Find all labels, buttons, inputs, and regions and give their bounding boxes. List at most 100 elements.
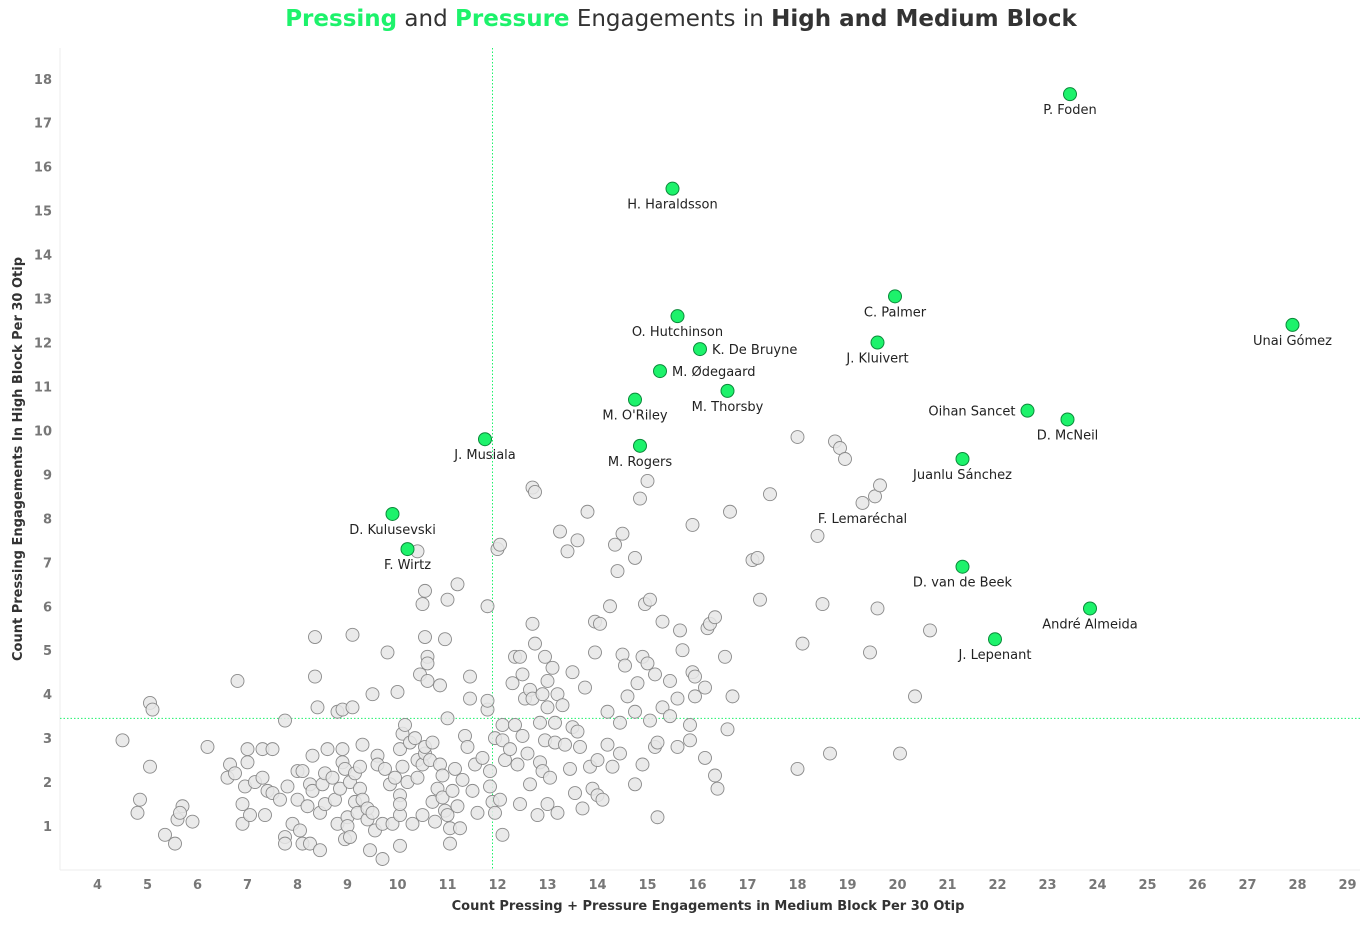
x-tick-label: 14 bbox=[588, 878, 606, 893]
player-point bbox=[453, 821, 467, 836]
player-point bbox=[415, 808, 430, 823]
player-point bbox=[363, 843, 377, 858]
x-tick-label: 27 bbox=[1238, 878, 1256, 893]
y-tick-label: 8 bbox=[43, 512, 52, 527]
player-point bbox=[565, 665, 580, 680]
player-point bbox=[420, 656, 435, 671]
chart-title: Pressing and Pressure Engagements in Hig… bbox=[285, 6, 1077, 32]
x-tick-label: 8 bbox=[293, 878, 302, 893]
player-point bbox=[235, 816, 250, 831]
player-point bbox=[493, 537, 507, 552]
player-point bbox=[408, 731, 422, 746]
player-point bbox=[720, 722, 735, 737]
player-point bbox=[440, 711, 455, 726]
player-point bbox=[303, 836, 317, 851]
player-point bbox=[418, 630, 432, 644]
player-label: M. O'Riley bbox=[602, 409, 668, 424]
reference-lines bbox=[60, 48, 1360, 870]
player-point bbox=[343, 830, 357, 844]
x-tick-label: 13 bbox=[538, 878, 556, 893]
player-point bbox=[440, 808, 455, 823]
player-point bbox=[493, 792, 507, 807]
player-point bbox=[428, 814, 442, 829]
player-point bbox=[923, 623, 937, 638]
player-point bbox=[613, 715, 627, 730]
x-tick-label: 25 bbox=[1138, 878, 1156, 893]
player-point bbox=[308, 630, 322, 644]
player-label: D. Kulusevski bbox=[349, 523, 436, 538]
player-point bbox=[855, 496, 870, 510]
player-point bbox=[528, 636, 542, 651]
highlighted-player-point bbox=[1083, 601, 1097, 616]
player-point bbox=[293, 823, 307, 838]
player-point bbox=[628, 550, 642, 565]
player-labels: P. Foden H. Haraldsson C. Palmer Unai Gómez… bbox=[349, 103, 1332, 663]
player-point bbox=[255, 770, 270, 785]
y-tick-label: 17 bbox=[34, 117, 52, 132]
player-point bbox=[608, 537, 622, 552]
player-point bbox=[648, 667, 662, 682]
player-point bbox=[790, 761, 805, 776]
player-point bbox=[168, 836, 182, 851]
player-point bbox=[375, 852, 390, 866]
player-point bbox=[710, 781, 725, 796]
player-point bbox=[628, 704, 642, 719]
y-tick-label: 14 bbox=[34, 249, 52, 264]
player-point bbox=[675, 643, 690, 658]
player-point bbox=[600, 737, 615, 752]
player-point bbox=[445, 783, 460, 798]
player-point bbox=[663, 674, 677, 688]
highlighted-player-point bbox=[653, 364, 667, 379]
player-point bbox=[393, 742, 407, 757]
other-players-points bbox=[115, 430, 937, 866]
player-point bbox=[540, 674, 555, 688]
player-point bbox=[145, 702, 160, 717]
player-point bbox=[398, 717, 412, 732]
title-part-engagements: Engagements in bbox=[570, 6, 772, 32]
highlighted-player-point bbox=[400, 542, 415, 557]
player-point bbox=[273, 792, 287, 807]
y-tick-label: 7 bbox=[43, 556, 52, 571]
x-tick-label: 21 bbox=[938, 878, 956, 893]
x-tick-label: 23 bbox=[1038, 878, 1056, 893]
player-point bbox=[553, 524, 567, 539]
player-point bbox=[308, 669, 322, 684]
player-point bbox=[550, 805, 565, 820]
player-label: D. van de Beek bbox=[913, 576, 1013, 591]
player-point bbox=[863, 645, 877, 660]
player-point bbox=[278, 836, 292, 851]
player-point bbox=[415, 597, 430, 612]
player-point bbox=[650, 735, 665, 750]
player-point bbox=[588, 645, 602, 660]
player-label: Oihan Sancet bbox=[928, 405, 1015, 420]
player-point bbox=[525, 616, 540, 631]
player-point bbox=[310, 700, 325, 715]
x-tick-label: 9 bbox=[343, 878, 352, 893]
player-point bbox=[513, 649, 527, 664]
player-point bbox=[300, 799, 315, 814]
x-tick-label: 10 bbox=[388, 878, 406, 893]
player-point bbox=[615, 526, 630, 541]
player-point bbox=[345, 700, 360, 715]
player-point bbox=[538, 649, 552, 664]
player-point bbox=[635, 757, 650, 772]
player-point bbox=[388, 770, 402, 785]
player-point bbox=[663, 709, 677, 724]
player-point bbox=[610, 564, 625, 579]
x-tick-label: 22 bbox=[988, 878, 1006, 893]
player-point bbox=[605, 759, 620, 774]
player-point bbox=[240, 742, 255, 757]
highlighted-player-point bbox=[1020, 403, 1035, 418]
player-point bbox=[523, 777, 537, 792]
player-label: H. Haraldsson bbox=[627, 198, 717, 213]
player-point bbox=[595, 792, 610, 807]
player-point bbox=[763, 487, 777, 502]
highlighted-player-point bbox=[478, 432, 492, 447]
highlighted-player-point bbox=[633, 438, 647, 453]
player-point bbox=[395, 759, 410, 774]
x-tick-label: 15 bbox=[638, 878, 656, 893]
y-tick-label: 13 bbox=[34, 293, 52, 308]
highlighted-player-point bbox=[720, 383, 735, 398]
player-point bbox=[560, 544, 575, 559]
y-tick-label: 9 bbox=[43, 468, 52, 483]
